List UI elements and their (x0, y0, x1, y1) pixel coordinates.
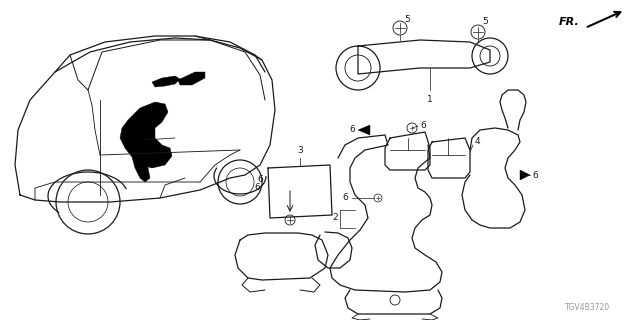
Text: 6: 6 (254, 183, 260, 193)
Polygon shape (132, 155, 150, 182)
Text: FR.: FR. (559, 17, 580, 27)
Text: 6: 6 (342, 194, 348, 203)
Text: 2: 2 (332, 213, 338, 222)
Polygon shape (152, 76, 180, 87)
Text: 6: 6 (532, 171, 538, 180)
Text: 6: 6 (257, 175, 263, 185)
Text: 6: 6 (349, 125, 355, 134)
Polygon shape (358, 125, 370, 135)
Text: 3: 3 (297, 146, 303, 155)
Polygon shape (120, 102, 172, 168)
Text: 6: 6 (420, 121, 426, 130)
Text: 4: 4 (475, 138, 481, 147)
Polygon shape (178, 72, 205, 85)
Text: TGV4B3720: TGV4B3720 (565, 303, 610, 312)
Text: 5: 5 (482, 18, 488, 27)
Text: 5: 5 (404, 15, 410, 25)
Polygon shape (520, 170, 530, 180)
Text: 1: 1 (427, 95, 433, 104)
